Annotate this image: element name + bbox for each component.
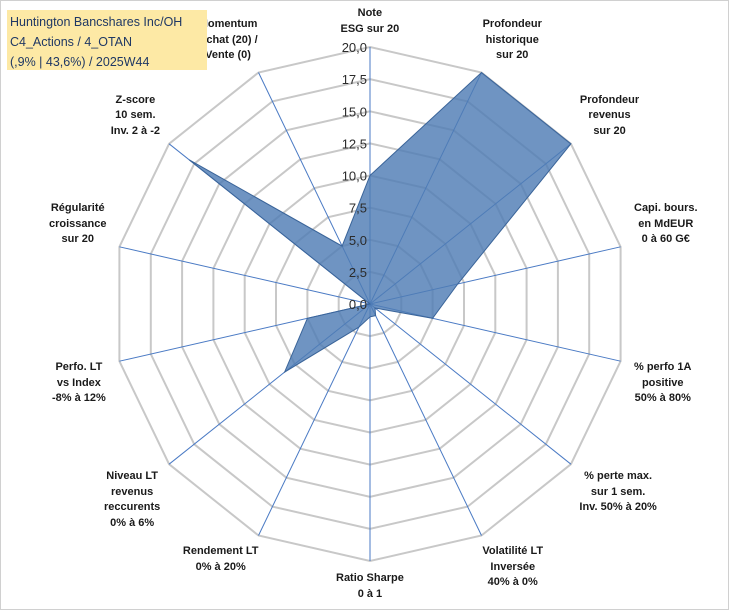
axis-label: Niveau LT revenus reccurents 0% à 6%	[104, 470, 161, 529]
data-area	[188, 71, 572, 374]
axis-spoke	[369, 303, 482, 536]
axis-label: Profondeur revenus sur 20	[579, 93, 640, 137]
axis-spoke	[369, 303, 572, 465]
axis-label: Régularité croissance sur 20	[49, 202, 107, 246]
title-line-1: Huntington Bancshares Inc/OH	[10, 15, 183, 29]
axis-label: Volatilité LT Inversée 40% à 0%	[482, 545, 544, 589]
axis-label: Capi. bours. en MdEUR 0 à 60 G€	[634, 202, 698, 246]
title-box: Huntington Bancshares Inc/OH C4_Actions …	[7, 10, 207, 70]
tick-label: 0,0	[349, 297, 367, 312]
axis-label: Momentum Achat (20) / Vente (0)	[198, 18, 258, 62]
axis-spoke	[258, 303, 371, 536]
tick-label: 5,0	[349, 233, 367, 248]
axis-label: Profondeur historique sur 20	[482, 18, 542, 62]
tick-label: 12,5	[342, 136, 367, 151]
tick-label: 20,0	[342, 40, 367, 55]
axis-label: Perfo. LT vs Index -8% à 12%	[52, 361, 106, 405]
axis-spoke	[119, 246, 371, 305]
axis-label: Z-score 10 sem. Inv. 2 à -2	[110, 93, 161, 137]
axis-label: Rendement LT 0% à 20%	[182, 545, 259, 573]
axis-label: % perfo 1A positive 50% à 80%	[634, 361, 692, 405]
tick-label: 10,0	[342, 169, 367, 184]
axis-label: Note ESG sur 20	[340, 7, 400, 35]
title-line-2: C4_Actions / 4_OTAN	[10, 35, 133, 49]
tick-label: 7,5	[349, 201, 367, 216]
tick-label: 17,5	[342, 72, 367, 87]
axis-label: Ratio Sharpe 0 à 1	[336, 572, 404, 600]
title-line-3: (,9% | 43,6%) / 2025W44	[10, 55, 150, 69]
axis-label: % perte max. sur 1 sem. Inv. 50% à 20%	[579, 470, 657, 513]
tick-label: 15,0	[342, 104, 367, 119]
tick-label: 2,5	[349, 265, 367, 280]
